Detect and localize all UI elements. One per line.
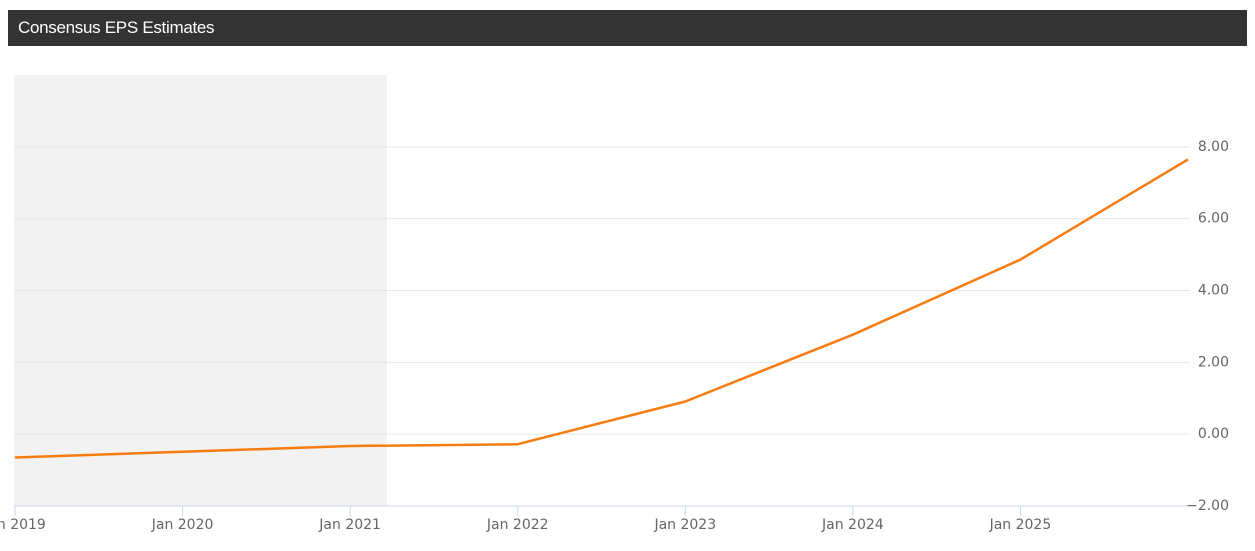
y-tick-label: 2.00 (1198, 354, 1229, 370)
y-tick-label: 8.00 (1198, 139, 1229, 155)
x-tick-label: Jan 2021 (318, 517, 381, 533)
y-tick-label: 4.00 (1198, 283, 1229, 299)
x-tick-label: Jan 2024 (821, 517, 884, 533)
x-tick-label: Jan 2025 (989, 517, 1052, 533)
x-tick-label: Jan 2020 (151, 517, 214, 533)
x-tick-label: Jan 2019 (0, 517, 46, 533)
line (14, 158, 1189, 459)
y-tick-label: −2.00 (1186, 498, 1229, 514)
x-tick-label: Jan 2022 (486, 517, 549, 533)
y-tick-label: 0.00 (1198, 426, 1229, 442)
x-tick-label: Jan 2023 (653, 517, 716, 533)
y-tick-label: 6.00 (1198, 211, 1229, 227)
chart-title: Consensus EPS Estimates (8, 10, 1247, 46)
